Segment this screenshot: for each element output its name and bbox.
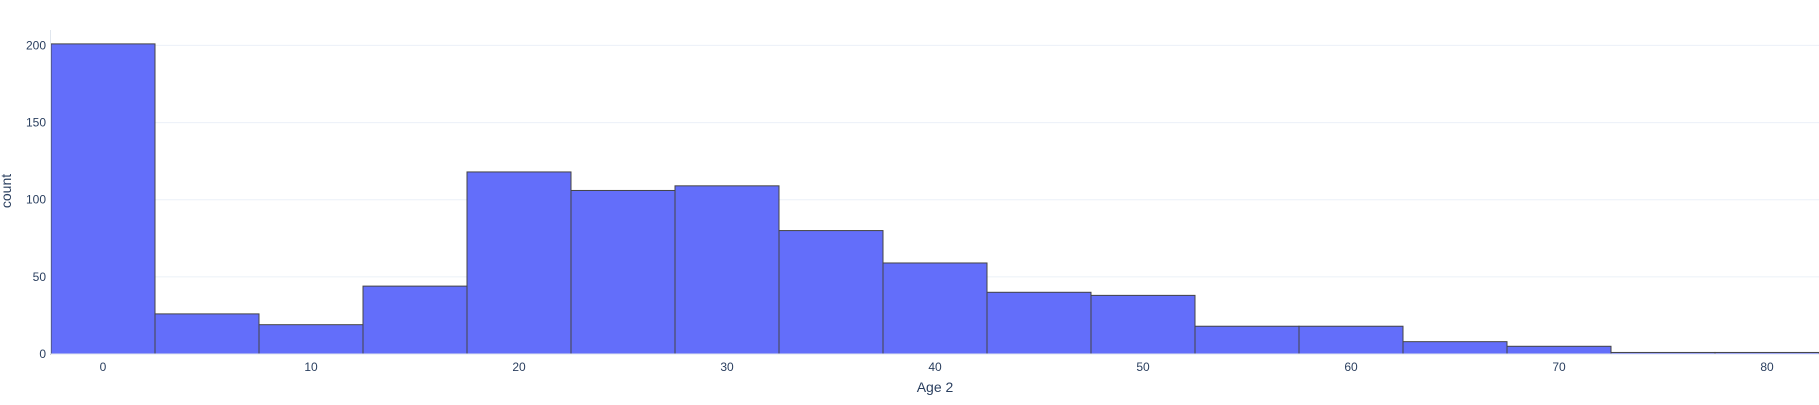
histogram-bar	[986, 291, 1092, 355]
x-tick-label: 0	[100, 360, 107, 374]
histogram-bar	[1506, 345, 1612, 355]
x-tick-label: 80	[1760, 360, 1774, 374]
histogram-bar	[362, 285, 468, 355]
bar-layer	[50, 43, 1819, 355]
histogram-bar	[1298, 325, 1404, 355]
histogram-bar	[674, 185, 780, 355]
histogram-bar	[466, 171, 572, 355]
histogram-bar	[778, 230, 884, 355]
x-tick-label: 60	[1344, 360, 1358, 374]
y-tick-label: 100	[26, 193, 46, 207]
axis-layer: 0 50 100 150 200 0 10 20 30 40 50 60 70 80	[26, 30, 1819, 374]
y-tick-label: 50	[33, 270, 47, 284]
x-tick-label: 40	[928, 360, 942, 374]
histogram-bar	[1090, 294, 1196, 355]
x-tick-label: 50	[1136, 360, 1150, 374]
x-tick-label: 10	[304, 360, 318, 374]
histogram-bar	[154, 313, 260, 355]
x-axis-title: Age 2	[917, 379, 954, 395]
histogram-bar	[570, 189, 676, 355]
histogram-bar	[258, 324, 364, 355]
x-tick-label: 70	[1552, 360, 1566, 374]
x-tick-label: 20	[512, 360, 526, 374]
y-tick-label: 200	[26, 38, 46, 52]
grid-layer	[51, 44, 1819, 278]
y-tick-label: 150	[26, 116, 46, 130]
histogram-bar	[882, 262, 988, 355]
histogram-bar	[1402, 341, 1508, 355]
y-axis-title: count	[0, 174, 14, 208]
y-tick-label: 0	[39, 347, 46, 361]
x-tick-label: 30	[720, 360, 734, 374]
histogram-bar	[50, 43, 156, 355]
histogram-bar	[1194, 325, 1300, 355]
